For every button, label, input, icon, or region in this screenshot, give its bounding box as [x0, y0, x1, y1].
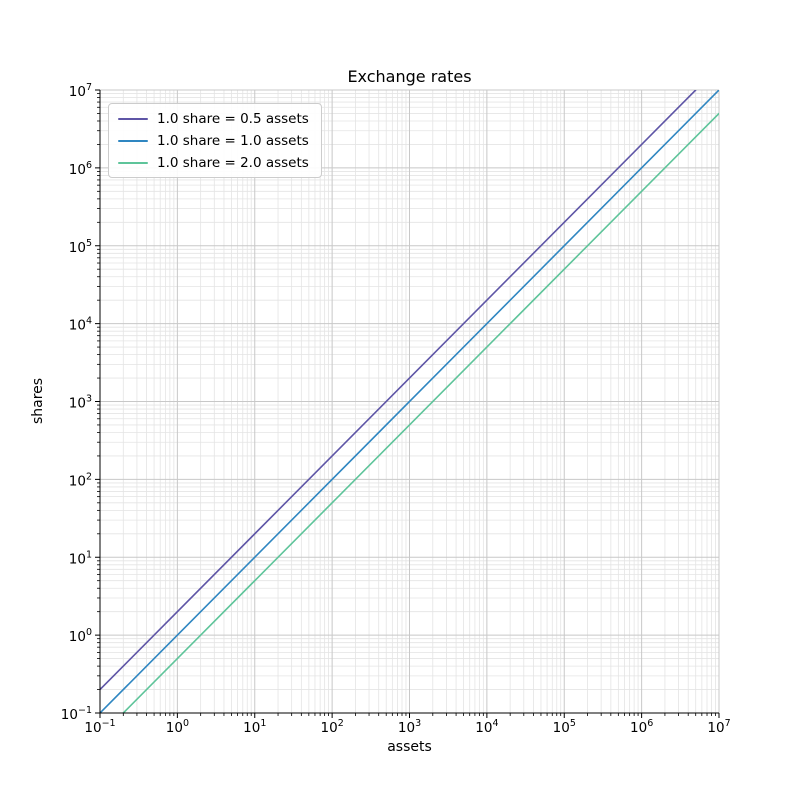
chart-title: Exchange rates — [347, 67, 472, 86]
series-line — [100, 90, 719, 713]
x-tick-label: 104 — [475, 718, 498, 736]
series-line — [100, 90, 697, 691]
y-tick-label: 105 — [69, 238, 92, 256]
y-tick-label: 102 — [69, 471, 92, 489]
x-tick-labels: 10−1 100 101 102 103 104 105 106 107 — [84, 718, 730, 736]
y-tick-label: 101 — [69, 549, 92, 567]
x-tick-label: 101 — [243, 718, 266, 736]
legend-line-sample — [118, 161, 148, 164]
series-line — [122, 112, 719, 713]
legend-item: 1.0 share = 1.0 assets — [118, 132, 309, 149]
x-tick-label: 106 — [630, 718, 653, 736]
y-tick-label: 104 — [69, 316, 92, 334]
legend: 1.0 share = 0.5 assets 1.0 share = 1.0 a… — [108, 103, 322, 178]
legend-line-sample — [118, 117, 148, 120]
x-tick-label: 100 — [166, 718, 189, 736]
y-tick-label: 106 — [69, 160, 92, 178]
x-tick-label: 102 — [321, 718, 344, 736]
legend-item-label: 1.0 share = 0.5 assets — [157, 110, 309, 127]
legend-line-sample — [118, 139, 148, 142]
series-lines — [100, 90, 719, 713]
x-axis-label: assets — [387, 739, 432, 755]
legend-item-label: 1.0 share = 2.0 assets — [157, 154, 309, 171]
x-tick-label: 105 — [553, 718, 576, 736]
x-tick-label: 107 — [707, 718, 730, 736]
legend-item: 1.0 share = 0.5 assets — [118, 110, 309, 127]
legend-item-label: 1.0 share = 1.0 assets — [157, 132, 309, 149]
y-tick-label: 10−1 — [61, 705, 92, 723]
y-tick-label: 103 — [69, 394, 92, 412]
legend-item: 1.0 share = 2.0 assets — [118, 154, 309, 171]
x-tick-label: 103 — [398, 718, 421, 736]
axis-ticks — [95, 89, 720, 718]
y-tick-labels: 10−1 100 101 102 103 104 105 106 107 — [61, 82, 92, 723]
y-axis-label: shares — [30, 377, 46, 425]
y-tick-label: 107 — [69, 82, 92, 100]
y-tick-label: 100 — [69, 627, 92, 645]
x-tick-label: 10−1 — [84, 718, 115, 736]
